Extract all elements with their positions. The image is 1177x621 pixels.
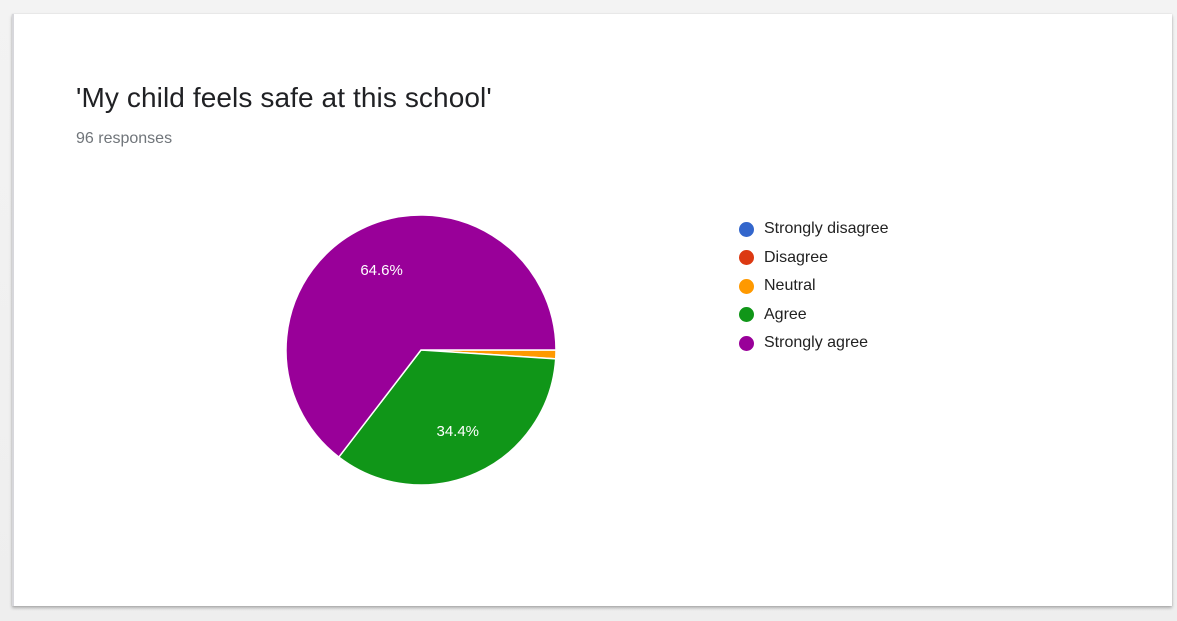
chart-title: 'My child feels safe at this school' [76,82,492,113]
pie-slice-agree[interactable] [337,349,557,486]
legend-label: Neutral [764,277,816,295]
legend-item-neutral[interactable]: Neutral [739,272,889,301]
legend-swatch [739,278,754,294]
legend-label: Strongly agree [764,334,869,352]
pie-slice-strongly-agree[interactable] [285,214,557,459]
responses-count: 96 responses [76,130,173,147]
legend-label: Agree [764,305,807,323]
legend-swatch [739,250,754,266]
legend-item-strongly-disagree[interactable]: Strongly disagree [739,215,889,244]
legend-item-strongly-agree[interactable]: Strongly agree [739,329,889,358]
chart-legend: Strongly disagree Disagree Neutral Agree Str… [739,215,889,358]
legend-item-disagree[interactable]: Disagree [739,244,889,273]
legend-label: Strongly disagree [764,220,889,238]
legend-swatch [739,335,754,351]
pie-chart: 34.4% 64.6% [285,214,557,486]
legend-swatch [739,221,754,237]
legend-label: Disagree [764,248,829,266]
chart-card: 'My child feels safe at this school' 96 … [12,14,1172,606]
legend-item-agree[interactable]: Agree [739,301,889,330]
slice-label-agree: 34.4% [436,423,479,440]
legend-swatch [739,307,754,323]
slice-label-strongly-agree: 64.6% [360,262,403,279]
